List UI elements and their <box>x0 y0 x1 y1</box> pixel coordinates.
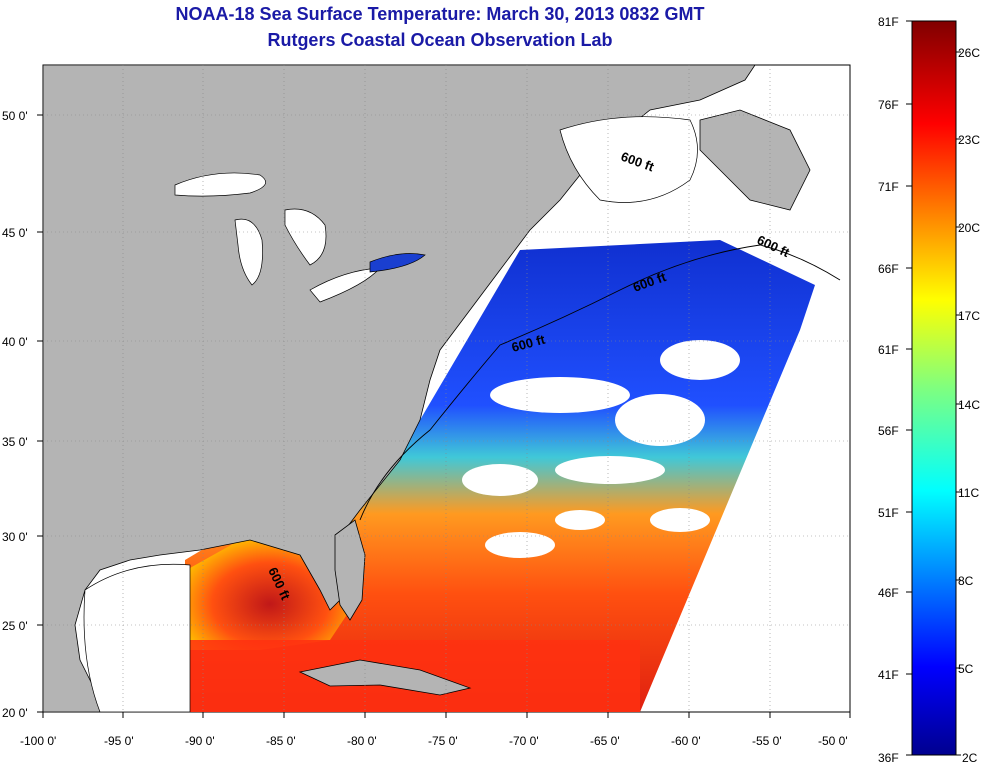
colorbar-f-label: 51F <box>878 506 899 520</box>
map-subtitle: Rutgers Coastal Ocean Observation Lab <box>267 30 613 50</box>
colorbar-c-label: 17C <box>958 309 980 323</box>
map-grid <box>43 65 850 712</box>
y-tick-label: 35 0' <box>2 435 28 449</box>
colorbar-f-label: 66F <box>878 262 899 276</box>
colorbar-c-label: 23C <box>958 133 980 147</box>
y-tick-label: 30 0' <box>2 530 28 544</box>
colorbar <box>911 20 957 756</box>
gulf-of-st-lawrence <box>559 116 698 203</box>
colorbar-f-label: 81F <box>878 15 899 29</box>
colorbar-f-label: 76F <box>878 98 899 112</box>
y-tick-label: 45 0' <box>2 226 28 240</box>
depth-contour-600ft <box>359 244 841 521</box>
colorbar-f-label: 41F <box>878 668 899 682</box>
y-tick-label: 20 0' <box>2 706 28 720</box>
y-tick-label: 50 0' <box>2 109 28 123</box>
cloud-patches <box>462 340 740 558</box>
x-tick-label: -80 0' <box>347 734 377 748</box>
x-tick-label: -100 0' <box>20 734 56 748</box>
colorbar-c-label: 11C <box>958 486 979 500</box>
land-cuba <box>298 659 472 696</box>
colorbar-c-label: 8C <box>958 574 974 588</box>
x-tick-label: -70 0' <box>509 734 539 748</box>
great-lakes <box>174 172 426 303</box>
colorbar-f-label: 71F <box>878 180 899 194</box>
x-tick-label: -85 0' <box>266 734 296 748</box>
x-tick-label: -65 0' <box>590 734 620 748</box>
map-title: NOAA-18 Sea Surface Temperature: March 3… <box>175 4 705 24</box>
colorbar-c-label: 2C <box>962 751 978 765</box>
x-tick-label: -50 0' <box>818 734 848 748</box>
y-tick-label: 25 0' <box>2 619 28 633</box>
colorbar-ticks <box>906 20 961 756</box>
colorbar-f-label: 56F <box>878 424 899 438</box>
colorbar-c-label: 20C <box>958 221 980 235</box>
x-tick-label: -55 0' <box>752 734 782 748</box>
axis-ticks <box>37 114 851 718</box>
land-newfoundland <box>699 109 811 211</box>
colorbar-c-label: 5C <box>958 662 974 676</box>
colorbar-f-label: 61F <box>878 343 899 357</box>
x-tick-label: -90 0' <box>185 734 215 748</box>
colorbar-f-label: 46F <box>878 586 899 600</box>
x-tick-label: -75 0' <box>428 734 458 748</box>
y-tick-label: 40 0' <box>2 335 28 349</box>
gulf-coastal-nodata <box>83 563 191 712</box>
x-tick-label: -60 0' <box>671 734 701 748</box>
colorbar-c-label: 26C <box>958 46 980 60</box>
land-florida <box>334 519 366 621</box>
colorbar-c-label: 14C <box>958 398 980 412</box>
colorbar-f-label: 36F <box>878 751 899 765</box>
x-tick-label: -95 0' <box>104 734 134 748</box>
